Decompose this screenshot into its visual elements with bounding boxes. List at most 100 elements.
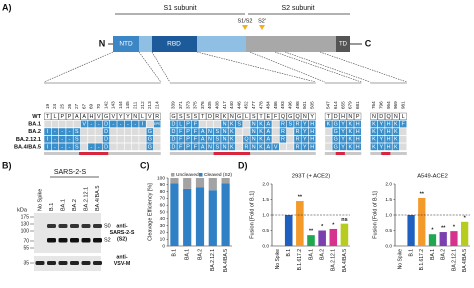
- residue-cell: [58, 128, 66, 135]
- residue: -: [61, 144, 63, 150]
- residue: N: [252, 129, 256, 135]
- residue: G: [288, 114, 292, 120]
- residue: H: [310, 129, 314, 135]
- residue: -: [61, 137, 63, 143]
- residue-cell: [243, 128, 250, 135]
- band: [93, 261, 102, 265]
- residue: K: [230, 129, 234, 135]
- residue-cell: [192, 143, 199, 151]
- residue-cell: [228, 143, 236, 151]
- residue: G: [148, 129, 152, 135]
- residue-cell: [110, 143, 117, 151]
- residue-cell: [192, 135, 199, 143]
- residue-position: 211: [132, 101, 137, 109]
- y-axis-label: Fusion [Fold of B.1]: [249, 191, 255, 239]
- band: [93, 238, 102, 243]
- residue-cell: [199, 135, 206, 143]
- residue-cell: [44, 120, 51, 128]
- blot-membrane: [34, 213, 101, 253]
- residue-position: 25: [59, 103, 64, 109]
- residue: R: [215, 114, 219, 120]
- residue: L: [179, 122, 182, 128]
- residue: D: [104, 122, 108, 128]
- y-tick-label: 0.5: [385, 228, 392, 234]
- s2-label: S2 subunit: [281, 5, 314, 12]
- residue: Y: [119, 114, 123, 120]
- residue-position: 371: [178, 101, 183, 109]
- residue-cell: [124, 143, 132, 151]
- y-tick-label: 10: [160, 236, 166, 242]
- residue: T: [327, 114, 331, 120]
- residue: S: [75, 137, 79, 143]
- residue: H: [356, 122, 360, 128]
- residue-cell: [58, 143, 66, 151]
- residue-cell: [354, 128, 361, 135]
- residue-cell: [73, 120, 81, 128]
- significance: **: [441, 226, 446, 232]
- x-tick-label: No Spike: [398, 249, 404, 270]
- residue: Y: [341, 137, 345, 143]
- residue: K: [349, 129, 353, 135]
- site-label: S2': [258, 18, 266, 24]
- residue-cell: [228, 112, 236, 121]
- residue-cell: [243, 120, 250, 128]
- x-tick-label: BA.4/BA.5: [462, 249, 468, 272]
- residue-cell: [347, 135, 354, 143]
- y-tick-label: 60: [160, 202, 166, 208]
- residue: P: [68, 114, 72, 120]
- x-tick-label: BA.1: [185, 249, 191, 260]
- residue-cell: [392, 112, 400, 121]
- significance: **: [298, 195, 303, 201]
- residue-cell: [325, 120, 332, 128]
- residue: -: [112, 122, 114, 128]
- residue: N: [133, 114, 137, 120]
- residue: N: [223, 144, 227, 150]
- residue-cell: [102, 135, 110, 143]
- residue: P: [186, 129, 190, 135]
- y-tick-label: 2.0: [385, 181, 392, 187]
- residue-cell: [385, 120, 392, 128]
- residue: R: [281, 137, 285, 143]
- residue-cell: [184, 112, 192, 121]
- residue-cell: [44, 128, 51, 135]
- residue-cell: [124, 128, 132, 135]
- residue-position: 27: [74, 103, 79, 109]
- residue: D: [379, 114, 383, 120]
- residue-cell: [213, 128, 221, 135]
- residue: N: [252, 144, 256, 150]
- residue-cell: [272, 128, 279, 135]
- residue-cell: [308, 128, 316, 135]
- residue-cell: [66, 120, 73, 128]
- residue: N: [223, 129, 227, 135]
- residue-cell: [95, 135, 103, 143]
- residue-cell: [257, 112, 265, 121]
- residue-position: 24: [52, 103, 57, 109]
- residue: R: [296, 137, 300, 143]
- kda-marker: 130: [21, 221, 30, 227]
- kda-marker: 70: [23, 238, 29, 244]
- residue-position: 496: [287, 101, 292, 109]
- residue: D: [334, 114, 338, 120]
- residue-position: 144: [118, 101, 123, 109]
- y-tick-label: 20: [160, 230, 166, 236]
- residue-cell: [235, 120, 243, 128]
- lane-label: BA.2: [72, 199, 78, 211]
- residue: G: [334, 144, 338, 150]
- x-tick-label: BA.1: [308, 249, 314, 260]
- residue-cell: [73, 128, 81, 135]
- residue-cell: [206, 120, 214, 128]
- residue-cell: [399, 143, 407, 151]
- residue: T: [201, 114, 205, 120]
- residue: N: [208, 129, 212, 135]
- x-tick-label: B.1: [286, 249, 292, 257]
- residue-cell: [117, 128, 124, 135]
- residue-cell: [339, 143, 347, 151]
- residue: H: [310, 144, 314, 150]
- residue: I: [142, 122, 144, 128]
- residue-cell: [294, 128, 301, 135]
- residue-cell: [177, 112, 185, 121]
- bar: [396, 245, 404, 246]
- residue-cell: [286, 143, 294, 151]
- kda-marker: 175: [21, 214, 30, 220]
- residue-cell: [153, 112, 161, 121]
